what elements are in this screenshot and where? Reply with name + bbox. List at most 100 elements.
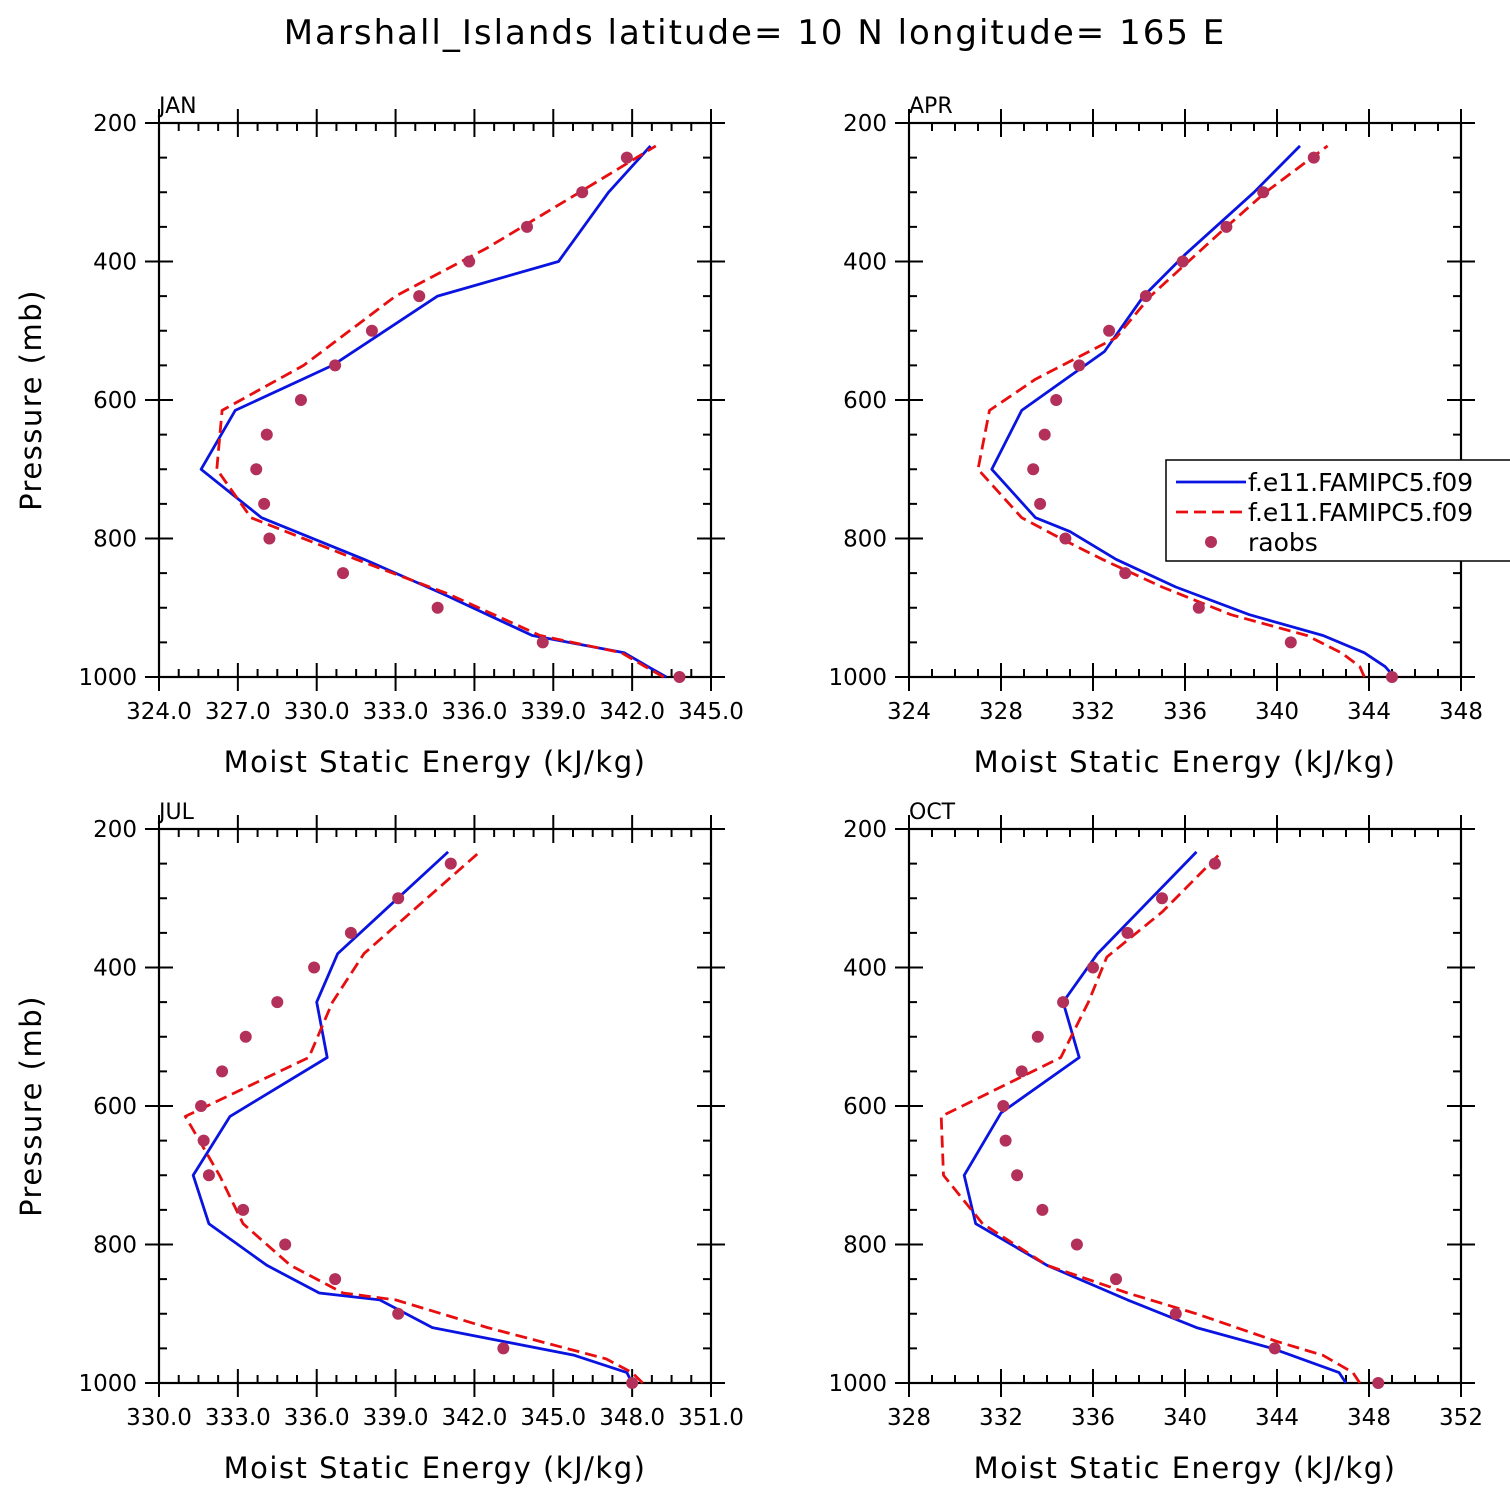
y-tick-label: 1000	[828, 1371, 887, 1397]
x-tick-label: 342.0	[599, 699, 665, 725]
raobs-point	[237, 1203, 250, 1216]
y-tick-label: 200	[93, 111, 137, 137]
raobs-point	[1156, 892, 1168, 905]
raobs-point	[1110, 1273, 1122, 1286]
y-tick-label: 400	[843, 250, 887, 276]
raobs-point	[279, 1238, 292, 1251]
y-tick-label: 800	[93, 1233, 137, 1259]
raobs-point	[216, 1065, 229, 1078]
raobs-point	[258, 497, 271, 510]
x-tick-label: 330.0	[126, 1405, 192, 1431]
raobs-point	[497, 1342, 510, 1355]
raobs-point	[1034, 497, 1047, 510]
legend-label-raobs: raobs	[1248, 528, 1318, 557]
raobs-point	[337, 567, 349, 580]
y-tick-label: 800	[93, 527, 137, 553]
raobs-point	[308, 961, 321, 974]
raobs-point	[1268, 1342, 1281, 1355]
x-tick-label: 328	[887, 1405, 931, 1431]
model1-line	[990, 144, 1396, 678]
raobs-point	[1015, 1065, 1028, 1078]
raobs-point	[1257, 186, 1270, 199]
legend-label-model2: f.e11.FAMIPC5.f09	[1248, 498, 1473, 527]
raobs-point	[365, 324, 378, 337]
panel-label: OCT	[909, 800, 956, 825]
x-tick-label: 327.0	[205, 699, 271, 725]
raobs-point	[329, 359, 342, 372]
raobs-point	[1307, 151, 1320, 164]
raobs-point	[1119, 567, 1132, 580]
x-tick-label: 336	[1163, 699, 1207, 725]
x-tick-label: 332	[1071, 699, 1115, 725]
y-tick-label: 1000	[78, 1371, 137, 1397]
y-tick-label: 800	[843, 527, 887, 553]
y-tick-label: 600	[93, 388, 137, 414]
y-tick-label: 400	[93, 956, 137, 982]
raobs-point	[1011, 1169, 1024, 1182]
y-tick-label: 1000	[78, 665, 137, 691]
panel-jul: JUL 200 400 600 800 1000 330.0 333.0 336.0 339.0 3…	[14, 800, 744, 1485]
raobs-point	[239, 1030, 252, 1043]
x-tick-label: 340	[1163, 1405, 1207, 1431]
panel-label: JUL	[157, 800, 195, 825]
raobs-point	[1176, 255, 1189, 268]
raobs-point	[997, 1100, 1010, 1112]
raobs-point	[620, 151, 633, 164]
x-tick-label: 352	[1439, 1405, 1483, 1431]
model2-line	[976, 144, 1366, 678]
panel-label: APR	[909, 94, 953, 119]
raobs-point	[344, 926, 357, 939]
x-axis-label: Moist Static Energy (kJ/kg)	[224, 745, 647, 779]
x-axis-label: Moist Static Energy (kJ/kg)	[974, 1451, 1397, 1485]
y-tick-label: 400	[843, 956, 887, 982]
x-tick-label: 336.0	[284, 1405, 350, 1431]
raobs-point	[1050, 394, 1063, 406]
raobs-point	[536, 636, 549, 649]
raobs-point	[1372, 1377, 1385, 1389]
model2-line	[939, 850, 1361, 1384]
raobs-point	[1386, 671, 1398, 683]
raobs-point	[1031, 1030, 1044, 1043]
raobs-point	[392, 892, 405, 905]
x-tick-label: 339.0	[363, 1405, 429, 1431]
raobs-point	[521, 220, 533, 233]
y-tick-label: 600	[843, 388, 887, 414]
x-tick-label: 336.0	[441, 699, 507, 725]
raobs-point	[294, 394, 307, 406]
plot-frame	[907, 827, 1463, 1385]
raobs-point	[202, 1169, 215, 1182]
raobs-point	[1057, 996, 1070, 1009]
x-tick-label: 345.0	[520, 1405, 586, 1431]
raobs-point	[271, 996, 284, 1009]
raobs-point	[1103, 324, 1116, 337]
raobs-point	[1087, 961, 1099, 974]
figure-title: Marshall_Islands latitude= 10 N longitud…	[284, 13, 1227, 53]
raobs-point	[1121, 926, 1134, 939]
x-tick-label: 328	[979, 699, 1023, 725]
raobs-point	[329, 1273, 342, 1286]
raobs-point	[576, 186, 589, 199]
x-tick-label: 332	[979, 1405, 1023, 1431]
x-tick-label: 336	[1071, 1405, 1115, 1431]
legend-label-model1: f.e11.FAMIPC5.f09	[1248, 468, 1473, 497]
raobs-point	[626, 1377, 639, 1389]
x-tick-label: 342.0	[441, 1405, 507, 1431]
raobs-point	[1220, 220, 1233, 233]
raobs-point	[195, 1100, 208, 1112]
model2-line	[183, 850, 644, 1384]
x-tick-label: 333.0	[205, 1405, 271, 1431]
raobs-point	[1208, 857, 1221, 870]
x-tick-label: 351.0	[678, 1405, 744, 1431]
raobs-point	[1139, 290, 1152, 303]
x-axis-label: Moist Static Energy (kJ/kg)	[224, 1451, 647, 1485]
model1-line	[962, 850, 1348, 1384]
raobs-point	[1070, 1238, 1083, 1251]
raobs-point	[1169, 1307, 1182, 1320]
x-tick-label: 333.0	[363, 699, 429, 725]
raobs-point	[250, 463, 263, 476]
raobs-point	[413, 290, 426, 303]
x-tick-label: 324.0	[126, 699, 192, 725]
raobs-point	[1073, 359, 1086, 372]
